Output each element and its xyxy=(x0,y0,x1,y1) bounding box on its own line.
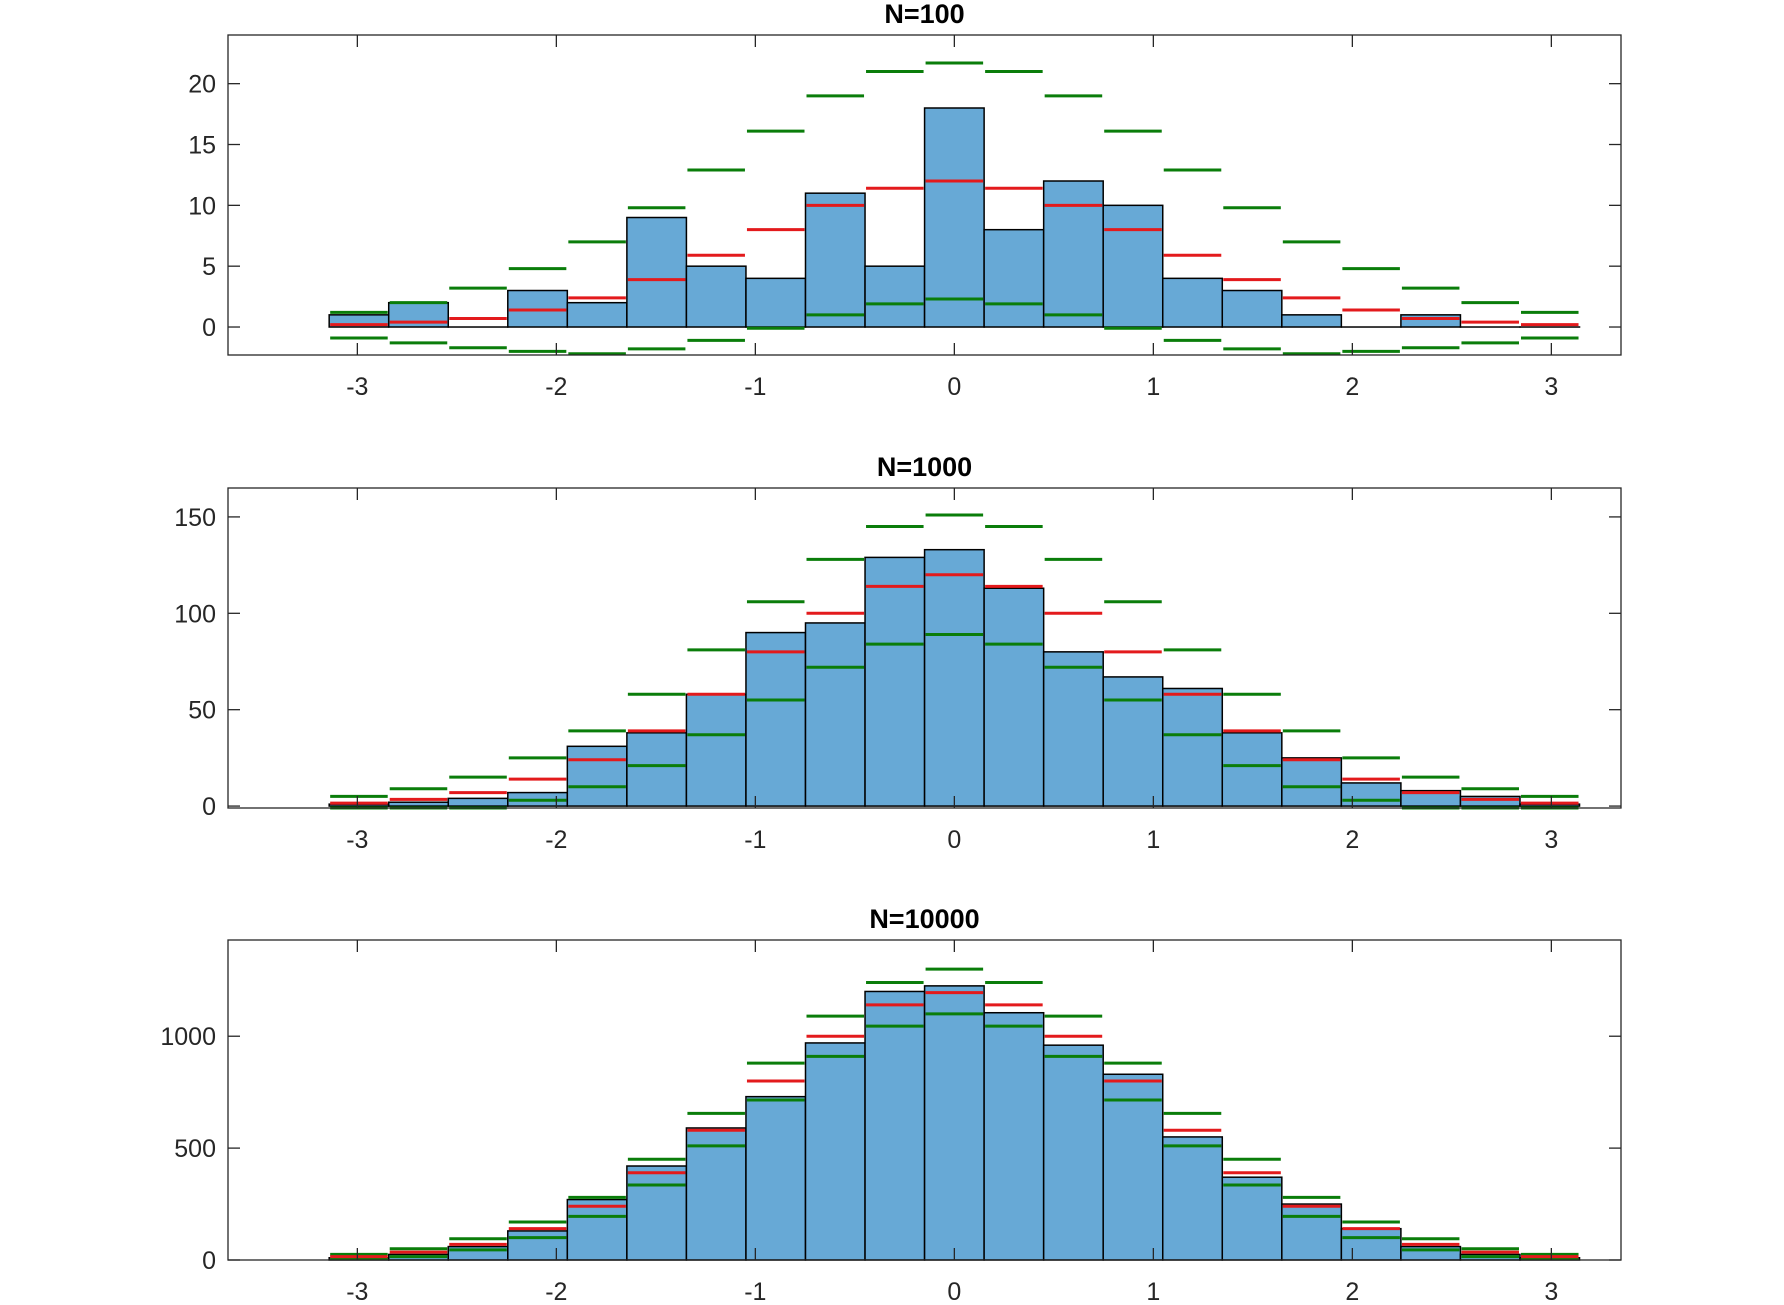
x-tick-label: -2 xyxy=(545,1278,567,1305)
x-tick-label: 1 xyxy=(1146,373,1160,401)
x-tick-label: -2 xyxy=(545,826,567,854)
histogram-bar xyxy=(566,1198,628,1261)
y-tick-label: 50 xyxy=(188,697,216,725)
histogram-bar xyxy=(1102,204,1164,328)
histogram-bar xyxy=(685,693,747,807)
x-tick-label: -3 xyxy=(346,826,368,854)
histogram-bar xyxy=(1459,795,1521,807)
histogram-bar xyxy=(1221,1176,1283,1261)
histogram-bar xyxy=(1281,1203,1343,1261)
histogram-bar xyxy=(864,556,926,807)
x-tick-label: -1 xyxy=(744,373,766,401)
histogram-bar xyxy=(566,745,628,807)
histogram-bar xyxy=(804,192,866,328)
x-tick-label: 0 xyxy=(947,1278,961,1305)
x-tick-label: -1 xyxy=(744,826,766,854)
histogram-bar xyxy=(1340,1227,1402,1261)
y-tick-label: 0 xyxy=(202,314,216,342)
histogram-bar xyxy=(1042,651,1104,807)
histogram-bar xyxy=(626,1165,688,1261)
y-tick-label: 0 xyxy=(202,1247,216,1275)
y-tick-label: 5 xyxy=(202,253,216,281)
histogram-bar xyxy=(804,622,866,807)
y-tick-label: 100 xyxy=(174,600,216,628)
histogram-bar xyxy=(566,301,628,328)
histogram-bar xyxy=(1161,277,1224,328)
histogram-bar xyxy=(983,228,1045,328)
histogram-bar xyxy=(745,631,807,807)
y-tick-label: 20 xyxy=(188,71,216,99)
y-tick-label: 1000 xyxy=(160,1023,216,1051)
histogram-bar xyxy=(983,587,1045,807)
x-tick-label: 2 xyxy=(1345,373,1359,401)
axes-frame xyxy=(227,939,1622,1261)
histogram-bar xyxy=(923,548,985,807)
histogram-bar xyxy=(1221,732,1283,807)
y-tick-label: 10 xyxy=(188,192,216,220)
axes-frame xyxy=(227,34,1622,356)
histogram-bar xyxy=(923,985,985,1261)
y-tick-label: 500 xyxy=(174,1135,216,1163)
histogram-bar xyxy=(1281,314,1343,328)
x-tick-label: 0 xyxy=(947,826,961,854)
histogram-bar xyxy=(1221,289,1283,328)
y-tick-label: 150 xyxy=(174,504,216,532)
histogram-bar xyxy=(983,1011,1045,1261)
x-tick-label: 2 xyxy=(1345,1278,1359,1305)
histogram-bar xyxy=(685,1127,747,1261)
x-tick-label: 3 xyxy=(1544,1278,1558,1305)
histogram-bar xyxy=(1042,1044,1104,1261)
x-tick-label: -2 xyxy=(545,373,567,401)
histogram-bar xyxy=(864,265,926,328)
x-tick-label: -3 xyxy=(346,373,368,401)
histogram-panel: N=100 -3 -2 -1 0 1 2 3 0 5 10 15 20 xyxy=(188,0,1622,401)
histogram-bar xyxy=(626,732,688,807)
y-tick-label: 15 xyxy=(188,132,216,160)
chart-title: N=100 xyxy=(884,0,964,29)
histogram-bar xyxy=(1400,314,1462,328)
histogram-bar xyxy=(1102,676,1164,807)
histogram-bar xyxy=(507,1230,569,1261)
x-tick-label: -1 xyxy=(744,1278,766,1305)
histogram-panel: N=1000 -3 -2 -1 0 1 2 3 0 50 100 150 xyxy=(174,452,1622,854)
chart-title: N=10000 xyxy=(869,904,979,934)
histogram-bar xyxy=(745,1095,807,1261)
histogram-bar xyxy=(1281,757,1343,807)
x-tick-label: 1 xyxy=(1146,1278,1160,1305)
histogram-bar xyxy=(447,797,509,807)
histogram-bar xyxy=(864,990,926,1261)
histogram-bar xyxy=(923,107,985,328)
histogram-bar xyxy=(626,216,688,328)
histogram-bar xyxy=(804,1042,866,1261)
histogram-bar xyxy=(387,801,450,807)
x-tick-label: 0 xyxy=(947,373,961,401)
y-tick-label: 0 xyxy=(202,793,216,821)
histogram-bar xyxy=(745,277,807,328)
chart-title: N=1000 xyxy=(877,452,972,482)
x-tick-label: -3 xyxy=(346,1278,368,1305)
x-tick-label: 1 xyxy=(1146,826,1160,854)
histogram-bar xyxy=(685,265,747,328)
histogram-bar xyxy=(1161,1136,1224,1261)
histogram-bar xyxy=(1340,782,1402,807)
histogram-bar xyxy=(1042,180,1104,328)
x-tick-label: 2 xyxy=(1345,826,1359,854)
x-tick-label: 3 xyxy=(1544,826,1558,854)
histogram-bar xyxy=(1102,1073,1164,1261)
histogram-panel: N=10000 -3 -2 -1 0 1 2 3 0 500 1000 xyxy=(160,904,1622,1305)
axes-frame xyxy=(227,487,1622,809)
histogram-bar xyxy=(1161,687,1224,807)
x-tick-label: 3 xyxy=(1544,373,1558,401)
